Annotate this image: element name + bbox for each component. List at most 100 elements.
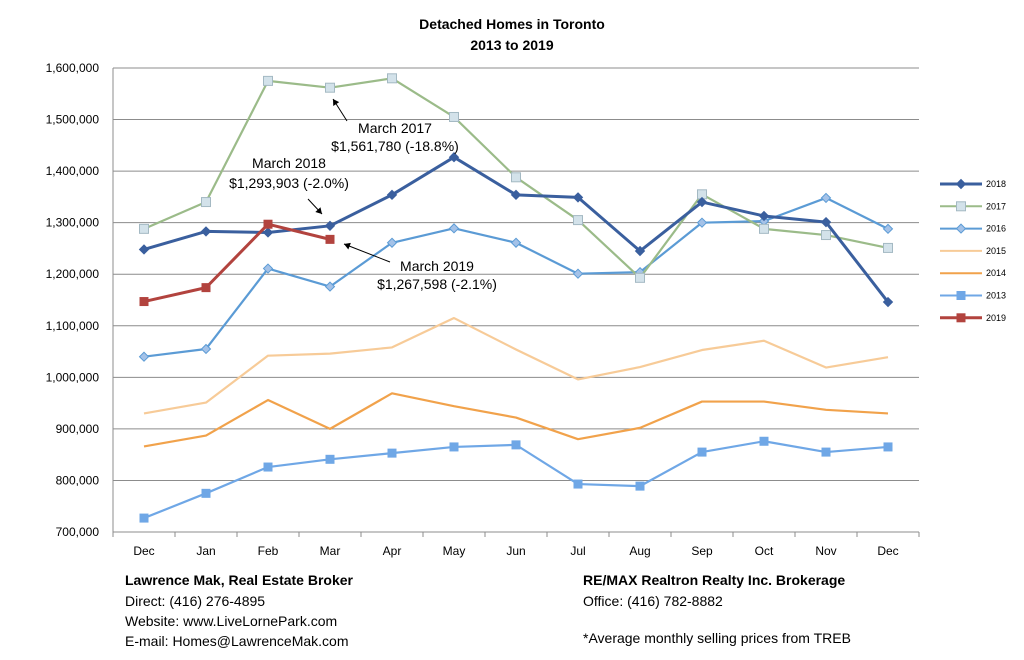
- data-point: [324, 220, 336, 232]
- y-tick-label: 1,200,000: [46, 267, 100, 281]
- email-text: E-mail: Homes@LawrenceMak.com: [125, 633, 349, 649]
- website-text: Website: www.LiveLornePark.com: [125, 613, 338, 629]
- data-point: [882, 223, 894, 235]
- series-line-2019: [143, 222, 331, 304]
- data-point: [138, 244, 150, 255]
- x-tick-label: Jun: [506, 544, 525, 558]
- data-point: [510, 189, 522, 201]
- x-tick-label: Dec: [133, 544, 154, 558]
- brokerage-name: RE/MAX Realtron Realty Inc. Brokerage: [583, 572, 846, 588]
- data-point: [263, 75, 273, 86]
- data-point: [696, 196, 708, 208]
- annotation-2019-arrow-head: [344, 242, 351, 250]
- data-point: [200, 343, 212, 355]
- data-point: [883, 242, 893, 253]
- data-point: [138, 351, 150, 362]
- direct-phone: Direct: (416) 276-4895: [125, 593, 266, 609]
- y-tick-label: 1,100,000: [46, 319, 100, 333]
- data-point: [448, 151, 460, 163]
- data-point: [449, 111, 459, 122]
- data-point: [955, 223, 967, 234]
- x-tick-label: Jul: [570, 544, 585, 558]
- y-tick-label: 800,000: [56, 473, 100, 487]
- data-point: [573, 215, 583, 226]
- data-point: [200, 226, 212, 237]
- data-point: [386, 237, 398, 248]
- y-tick-label: 1,000,000: [46, 370, 100, 384]
- data-point: [449, 442, 459, 452]
- legend-label-2018: 2018: [986, 179, 1006, 189]
- y-tick-label: 1,300,000: [46, 216, 100, 230]
- data-point: [956, 291, 966, 300]
- data-point: [697, 447, 707, 457]
- data-point: [821, 447, 831, 457]
- data-point: [201, 488, 211, 498]
- series-line-2016: [143, 196, 889, 358]
- data-point: [325, 454, 335, 464]
- data-point: [955, 178, 967, 190]
- broker-name: Lawrence Mak, Real Estate Broker: [125, 572, 353, 588]
- data-point: [263, 219, 273, 229]
- data-point: [882, 296, 894, 308]
- data-point: [758, 210, 770, 222]
- data-point: [386, 189, 398, 201]
- data-point: [510, 237, 522, 248]
- data-point: [387, 73, 397, 84]
- x-tick-label: Dec: [877, 544, 898, 558]
- data-point: [820, 216, 832, 228]
- data-point: [325, 82, 335, 93]
- x-tick-label: Feb: [258, 544, 279, 558]
- y-tick-label: 1,400,000: [46, 164, 100, 178]
- legend-label-2019: 2019: [986, 313, 1006, 323]
- office-phone: Office: (416) 782-8882: [583, 593, 723, 609]
- data-point: [139, 223, 149, 234]
- data-point: [572, 192, 584, 203]
- data-point: [573, 479, 583, 489]
- data-point: [511, 172, 521, 183]
- x-tick-label: Jan: [196, 544, 215, 558]
- data-point: [956, 313, 966, 323]
- data-point: [511, 440, 521, 450]
- series-line-2013: [143, 440, 889, 520]
- x-tick-label: Apr: [383, 544, 402, 558]
- y-tick-label: 1,600,000: [46, 61, 100, 75]
- annotation-2019-line2: $1,267,598 (-2.1%): [377, 276, 497, 292]
- data-point: [821, 230, 831, 241]
- x-tick-label: May: [443, 544, 466, 558]
- data-point: [572, 268, 584, 279]
- annotation-2017-arrow-head: [333, 99, 340, 106]
- x-tick-label: Aug: [629, 544, 650, 558]
- data-point: [325, 234, 335, 244]
- annotation-2018-line2: $1,293,903 (-2.0%): [229, 175, 349, 191]
- x-tick-label: Oct: [755, 544, 774, 558]
- series-line-2014: [143, 392, 889, 448]
- annotation-2019-line1: March 2019: [400, 258, 474, 274]
- x-tick-label: Nov: [815, 544, 836, 558]
- data-point: [201, 197, 211, 208]
- data-point: [635, 272, 645, 283]
- annotation-2017-line1: March 2017: [358, 120, 432, 136]
- data-point: [448, 223, 460, 234]
- legend-label-2016: 2016: [986, 224, 1006, 234]
- data-point: [263, 462, 273, 472]
- chart-subtitle: 2013 to 2019: [470, 37, 554, 53]
- data-point: [883, 442, 893, 452]
- annotation-2019-arrow-line: [343, 243, 391, 263]
- annotation-2018-arrow-head: [315, 207, 322, 214]
- legend-label-2017: 2017: [986, 201, 1006, 211]
- x-tick-label: Mar: [320, 544, 341, 558]
- data-point: [820, 192, 832, 204]
- y-tick-label: 900,000: [56, 422, 100, 436]
- line-chart: 700,000 800,000 900,000 1,000,000 1,100,000 1…: [46, 61, 1006, 558]
- data-point: [635, 481, 645, 491]
- legend-label-2013: 2013: [986, 291, 1006, 301]
- chart-title: Detached Homes in Toronto: [419, 16, 605, 32]
- series-line-2015: [143, 316, 889, 415]
- data-point: [634, 245, 646, 257]
- annotation-2018-line1: March 2018: [252, 155, 326, 171]
- y-tick-label: 700,000: [56, 525, 100, 539]
- data-point: [956, 201, 966, 212]
- data-point: [139, 513, 149, 523]
- y-tick-label: 1,500,000: [46, 113, 100, 127]
- data-point: [759, 223, 769, 234]
